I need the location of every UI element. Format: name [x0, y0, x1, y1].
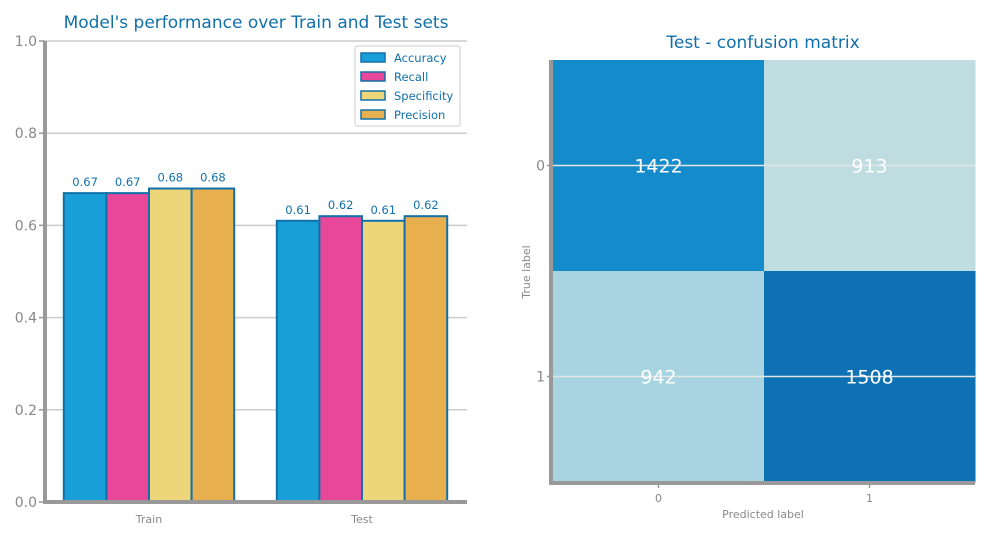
legend-swatch [360, 71, 386, 82]
confusion-matrix-x-axis-label: Predicted label [722, 508, 804, 521]
bar-accuracy-train [62, 192, 108, 503]
legend-swatch [360, 52, 386, 63]
cm-x-tick-label: 0 [655, 492, 662, 505]
bar-recall-test [318, 215, 363, 503]
confusion-matrix-y-axis-label: True label [520, 245, 533, 299]
bar-x-tick-label: Test [350, 513, 373, 526]
bar-accuracy-test [275, 219, 321, 503]
bar-value-label: 0.61 [370, 203, 396, 217]
legend-swatch [360, 109, 386, 120]
cm-y-tick-label: 1 [536, 370, 545, 386]
bar-y-tick-label: 0.8 [15, 126, 37, 142]
bar-y-tick-label: 0.6 [15, 218, 37, 234]
bar-y-tick-label: 0.0 [15, 495, 37, 511]
confusion-matrix-chart: Test - confusion matrix 1422 913 942 1508 0… [520, 33, 976, 521]
bar-chart-value-labels: 0.67 0.61 0.67 0.62 0.68 0.61 0.68 0.62 [72, 171, 438, 217]
bar-y-tick-label: 1.0 [15, 34, 37, 50]
bar-y-tick-label: 0.2 [15, 403, 37, 419]
confusion-matrix-axes [549, 60, 975, 485]
confusion-matrix-title: Test - confusion matrix [665, 33, 859, 53]
bar-value-label: 0.62 [328, 198, 354, 212]
confusion-cell-value: 913 [851, 156, 887, 178]
confusion-cell-value: 1508 [845, 367, 893, 389]
confusion-matrix-cells [553, 60, 976, 483]
bar-specificity-train [148, 187, 193, 504]
legend-swatch [360, 90, 386, 101]
bar-value-label: 0.67 [115, 175, 141, 189]
bar-x-tick-label: Train [135, 513, 162, 526]
bar-chart-legend: Accuracy Recall Specificity Precision [354, 45, 461, 127]
bar-precision-test [403, 215, 449, 503]
bar-value-label: 0.62 [413, 198, 439, 212]
bar-chart-bars [62, 187, 449, 504]
bar-value-label: 0.61 [285, 203, 311, 217]
legend-label: Recall [394, 70, 428, 84]
cm-y-tick-label: 0 [536, 159, 545, 175]
bar-recall-train [105, 192, 150, 503]
legend-label: Precision [394, 108, 445, 122]
bar-chart-title: Model's performance over Train and Test … [64, 13, 449, 33]
bar-chart: Model's performance over Train and Test … [15, 13, 467, 526]
bar-value-label: 0.67 [72, 175, 98, 189]
bar-chart-y-axis-ticks: 0.0 0.2 0.4 0.6 0.8 1.0 [15, 34, 45, 511]
cm-x-tick-label: 1 [866, 492, 873, 505]
bar-chart-x-axis-ticks: Train Test [135, 513, 374, 526]
legend-box [354, 45, 461, 127]
legend-label: Accuracy [394, 51, 447, 65]
bar-value-label: 0.68 [200, 171, 226, 185]
bar-specificity-test [361, 219, 406, 503]
bar-value-label: 0.68 [157, 171, 183, 185]
bar-y-tick-label: 0.4 [15, 311, 37, 327]
legend-label: Specificity [394, 89, 453, 103]
bar-chart-axes [43, 41, 467, 504]
confusion-cell-value: 942 [640, 367, 676, 389]
confusion-matrix-cell-values: 1422 913 942 1508 [634, 156, 893, 389]
bar-precision-train [190, 187, 236, 504]
confusion-cell-value: 1422 [634, 156, 682, 178]
confusion-matrix-gridlines [553, 164, 975, 378]
